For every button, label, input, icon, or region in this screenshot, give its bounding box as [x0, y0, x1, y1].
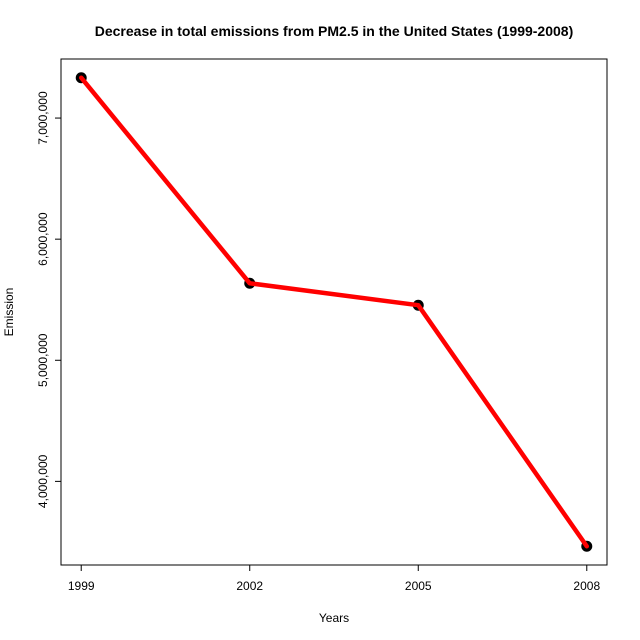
x-axis-label: Years — [319, 611, 349, 625]
y-tick-label: 5,000,000 — [36, 333, 50, 387]
x-tick-label: 2002 — [236, 579, 263, 593]
y-tick-label: 7,000,000 — [36, 91, 50, 145]
series-line — [78, 75, 590, 549]
chart-title: Decrease in total emissions from PM2.5 i… — [95, 23, 574, 39]
x-tick-label: 2005 — [405, 579, 432, 593]
x-tick-label: 1999 — [68, 579, 95, 593]
x-tick-label: 2008 — [573, 579, 600, 593]
series-layer — [75, 72, 593, 552]
y-axis-label: Emission — [2, 288, 16, 337]
y-axis: 4,000,000 5,000,000 6,000,000 7,000,000 — [36, 91, 62, 508]
y-tick-label: 6,000,000 — [36, 212, 50, 266]
y-tick-label: 4,000,000 — [36, 454, 50, 508]
x-axis: 1999 2002 2005 2008 — [68, 564, 600, 593]
